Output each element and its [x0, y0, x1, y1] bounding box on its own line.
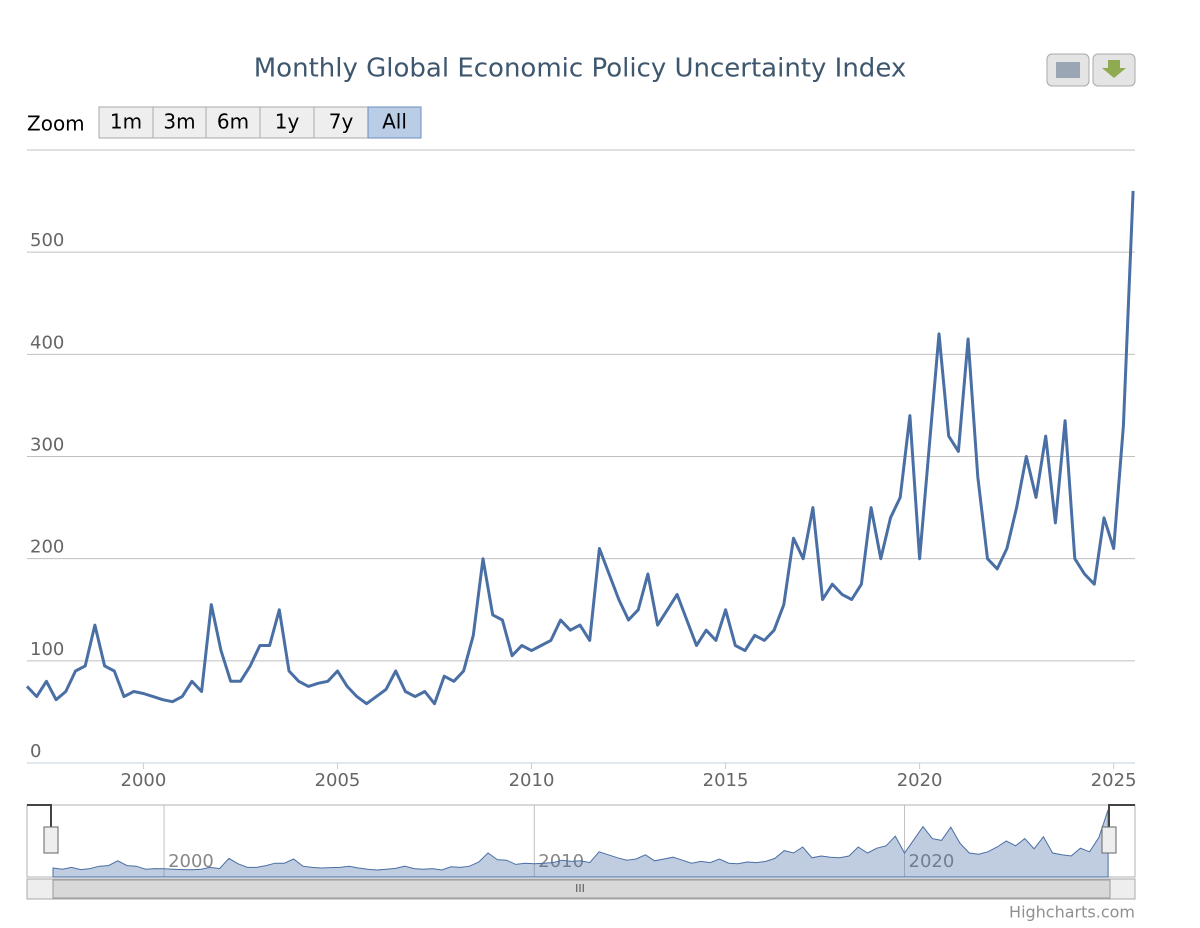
scrollbar-thumb[interactable] [52, 879, 1111, 899]
x-tick-label: 2025 [1091, 770, 1137, 791]
range-button-label: All [382, 110, 407, 134]
y-tick-label: 200 [30, 537, 64, 558]
print-button[interactable] [1046, 53, 1090, 87]
zoom-label: Zoom [27, 112, 85, 136]
navigator-tick-label: 2020 [909, 851, 955, 872]
range-button-label: 7y [329, 110, 354, 134]
range-button-label: 6m [217, 110, 249, 134]
navigator-area [52, 809, 1109, 878]
data-line [25, 190, 1135, 706]
range-button[interactable] [367, 106, 422, 139]
range-button[interactable] [313, 106, 369, 139]
navigator-tick-label: 2000 [168, 851, 214, 872]
range-button-label: 3m [163, 110, 195, 134]
range-button-label: 1y [275, 110, 300, 134]
scrollbar-grip: III [575, 882, 585, 895]
x-tick-label: 2020 [897, 770, 943, 791]
credits[interactable]: Highcharts.com [1009, 903, 1135, 922]
y-tick-label: 0 [30, 741, 41, 762]
range-button[interactable] [259, 106, 315, 139]
navigator-outline [27, 804, 1135, 827]
y-tick-label: 500 [30, 230, 64, 251]
y-tick-label: 300 [30, 435, 64, 456]
x-tick-label: 2005 [315, 770, 361, 791]
export-button[interactable] [1092, 53, 1136, 87]
navigator-tick-label: 2010 [538, 851, 584, 872]
range-button[interactable] [98, 106, 154, 139]
range-button-label: 1m [110, 110, 142, 134]
y-tick-label: 400 [30, 332, 64, 353]
chart-title: Monthly Global Economic Policy Uncertain… [254, 54, 907, 84]
x-tick-label: 2010 [509, 770, 555, 791]
x-tick-label: 2015 [703, 770, 749, 791]
y-tick-label: 100 [30, 639, 64, 660]
navigator-handle-left[interactable] [43, 826, 59, 854]
navigator-handle-right[interactable] [1101, 826, 1117, 854]
x-tick-label: 2000 [121, 770, 167, 791]
